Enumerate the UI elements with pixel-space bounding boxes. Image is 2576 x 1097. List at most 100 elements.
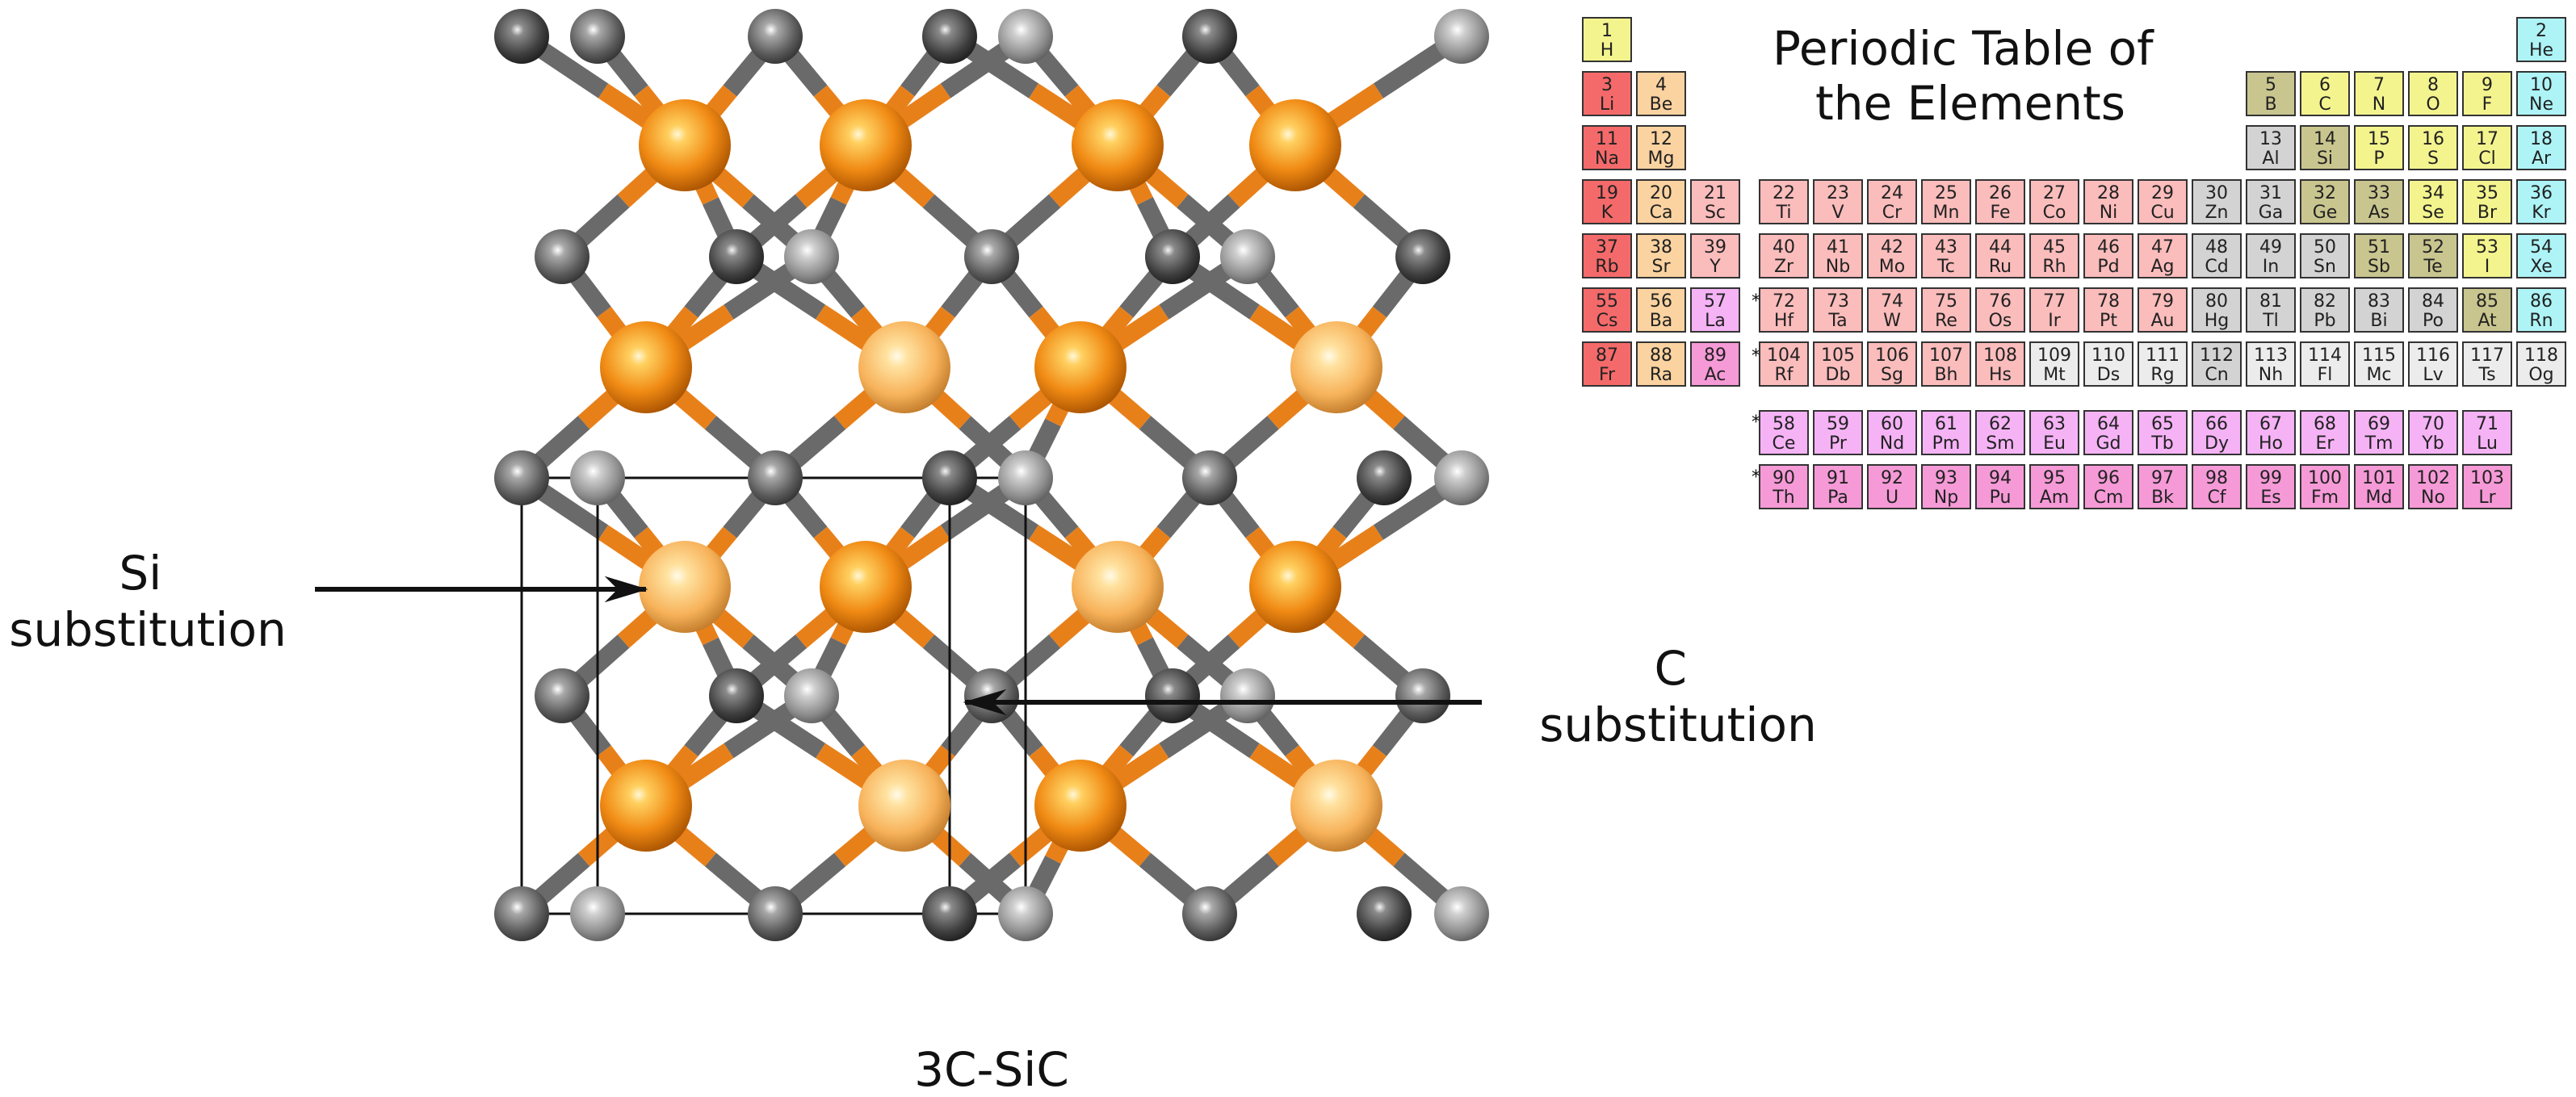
carbon-atom xyxy=(998,9,1053,64)
element-number: 34 xyxy=(2422,183,2444,203)
element-cell-bg xyxy=(2408,125,2458,170)
element-cell-bg xyxy=(2408,287,2458,333)
silicon-atom xyxy=(858,760,950,852)
element-cell-bg xyxy=(2354,341,2404,387)
element-cell-bg xyxy=(1921,179,1971,224)
element-cell-bg xyxy=(1813,179,1863,224)
element-symbol: Rg xyxy=(2150,365,2174,385)
carbon-atom xyxy=(784,668,839,723)
element-number: 99 xyxy=(2259,468,2282,488)
element-symbol: Og xyxy=(2528,365,2553,385)
element-number: 52 xyxy=(2422,237,2444,258)
element-cell-bg xyxy=(1867,287,1917,333)
element-cell-bg xyxy=(1921,287,1971,333)
element-symbol: Fe xyxy=(1991,203,2011,223)
element-number: 118 xyxy=(2524,345,2558,366)
element-cell-bg xyxy=(2192,341,2242,387)
element-symbol: Sg xyxy=(1881,365,1903,385)
element-symbol: Fm xyxy=(2311,488,2339,508)
element-symbol: Md xyxy=(2366,488,2393,508)
silicon-atom xyxy=(1290,321,1382,413)
element-cell-bg xyxy=(2192,287,2242,333)
element-number: 87 xyxy=(1596,345,1618,366)
element-cell-bg xyxy=(1813,341,1863,387)
element-cell-u: 92U xyxy=(1867,464,1917,509)
element-cell-bg xyxy=(2029,410,2079,455)
element-symbol: Gd xyxy=(2096,433,2121,454)
element-symbol: Pb xyxy=(2314,311,2335,331)
element-cell-bg xyxy=(1813,410,1863,455)
element-symbol: Ho xyxy=(2259,433,2283,454)
element-cell-bg xyxy=(1582,17,1632,62)
element-cell-bg xyxy=(1867,179,1917,224)
element-cell-bg xyxy=(1636,287,1686,333)
element-symbol: Dy xyxy=(2205,433,2229,454)
element-number: 102 xyxy=(2416,468,2450,488)
element-number: 23 xyxy=(1827,183,1849,203)
element-cell-bg xyxy=(2029,341,2079,387)
carbon-atom xyxy=(1220,668,1275,723)
element-symbol: Ba xyxy=(1650,311,1673,331)
element-cell-bg xyxy=(2192,464,2242,509)
element-cell-bg xyxy=(1975,233,2025,278)
silicon-atom xyxy=(600,760,692,852)
element-cell-bg xyxy=(2408,410,2458,455)
element-symbol: Cs xyxy=(1596,311,1618,331)
element-number: 7 xyxy=(2373,75,2385,95)
element-number: 115 xyxy=(2362,345,2396,366)
element-cell-k: 19K xyxy=(1582,179,1632,224)
element-number: 6 xyxy=(2319,75,2331,95)
element-cell-bg xyxy=(2192,233,2242,278)
element-number: 2 xyxy=(2536,21,2547,41)
silicon-atom xyxy=(1249,541,1341,633)
element-cell-bg xyxy=(2354,287,2404,333)
carbon-atom xyxy=(1434,886,1489,941)
element-symbol: Hg xyxy=(2205,311,2230,331)
carbon-atom xyxy=(1145,229,1200,284)
element-symbol: Co xyxy=(2043,203,2066,223)
element-symbol: Mo xyxy=(1879,257,1905,277)
element-symbol: Cu xyxy=(2150,203,2174,223)
element-number: 89 xyxy=(1704,345,1726,366)
carbon-atom xyxy=(1220,229,1275,284)
element-cell-bg xyxy=(1975,410,2025,455)
element-cell-bg xyxy=(2083,179,2133,224)
element-number: 1 xyxy=(1601,21,1613,41)
element-cell-bg xyxy=(1690,233,1740,278)
silicon-atom xyxy=(1249,99,1341,191)
element-symbol: Nh xyxy=(2259,365,2283,385)
carbon-atom xyxy=(964,668,1019,723)
element-symbol: Po xyxy=(2423,311,2444,331)
element-number: 44 xyxy=(1989,237,2012,258)
element-symbol: Tl xyxy=(2262,311,2279,331)
element-symbol: Mn xyxy=(1933,203,1960,223)
element-cell-bg xyxy=(1921,233,1971,278)
element-symbol: O xyxy=(2426,94,2440,115)
silicon-atom xyxy=(820,541,912,633)
element-symbol: Cd xyxy=(2205,257,2228,277)
element-number: 71 xyxy=(2476,414,2498,434)
carbon-atom xyxy=(1357,886,1412,941)
element-cell-bg xyxy=(2354,179,2404,224)
element-number: 108 xyxy=(1983,345,2017,366)
element-number: 85 xyxy=(2476,291,2498,312)
element-cell-bg xyxy=(1867,341,1917,387)
element-number: 110 xyxy=(2091,345,2125,366)
element-cell-bg xyxy=(1975,341,2025,387)
element-cell-n: 7N xyxy=(2354,71,2404,116)
carbon-atom xyxy=(748,9,803,64)
element-number: 70 xyxy=(2422,414,2444,434)
element-number: 28 xyxy=(2097,183,2120,203)
